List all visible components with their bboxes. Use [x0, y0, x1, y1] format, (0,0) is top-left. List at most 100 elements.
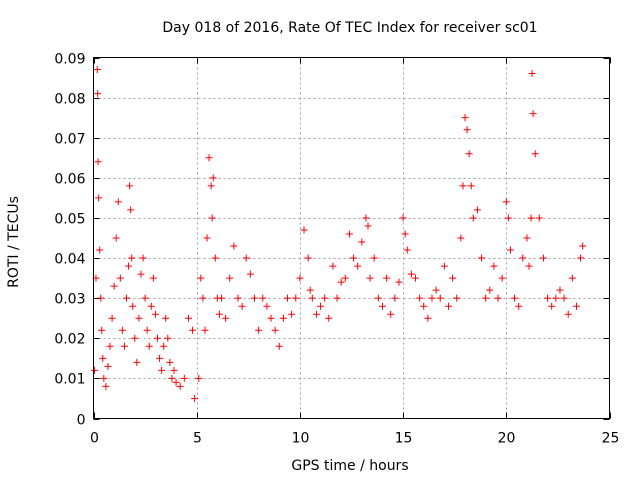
data-point: [317, 302, 325, 310]
x-tick-label: 15: [395, 431, 413, 447]
data-point: [560, 294, 568, 302]
data-point: [147, 302, 155, 310]
data-point: [395, 278, 403, 286]
data-point: [403, 246, 411, 254]
data-point: [180, 374, 188, 382]
y-tick-label: 0.05: [54, 212, 85, 228]
data-point: [548, 302, 556, 310]
data-point: [106, 342, 114, 350]
data-point: [250, 294, 258, 302]
data-point: [158, 366, 166, 374]
data-point: [184, 314, 192, 322]
data-point: [519, 254, 527, 262]
data-point: [461, 114, 469, 122]
data-point: [568, 274, 576, 282]
data-point: [189, 326, 197, 334]
data-point: [149, 274, 157, 282]
data-point: [304, 254, 312, 262]
data-point: [168, 374, 176, 382]
y-tick-label: 0: [77, 413, 86, 429]
data-point: [577, 254, 585, 262]
data-point: [135, 314, 143, 322]
data-point: [345, 230, 353, 238]
data-point: [139, 254, 147, 262]
data-point: [292, 294, 300, 302]
x-tick-label: 20: [498, 431, 516, 447]
data-point: [176, 382, 184, 390]
data-point: [226, 274, 234, 282]
data-point: [118, 326, 126, 334]
data-point: [141, 294, 149, 302]
data-point: [234, 294, 242, 302]
data-point: [129, 302, 137, 310]
data-point: [391, 294, 399, 302]
data-point: [203, 234, 211, 242]
data-point: [370, 254, 378, 262]
data-point: [535, 214, 543, 222]
data-point: [263, 302, 271, 310]
data-point: [529, 110, 537, 118]
data-point: [126, 182, 134, 190]
data-point: [354, 262, 362, 270]
data-point: [93, 66, 101, 74]
data-point: [197, 274, 205, 282]
data-point: [284, 294, 292, 302]
data-point: [207, 182, 215, 190]
data-point: [275, 342, 283, 350]
data-point: [288, 310, 296, 318]
data-point: [195, 374, 203, 382]
x-tick-label: 25: [602, 431, 620, 447]
data-point: [259, 294, 267, 302]
data-point: [457, 234, 465, 242]
data-point: [362, 214, 370, 222]
data-point: [358, 238, 366, 246]
data-point: [267, 314, 275, 322]
data-point: [552, 294, 560, 302]
data-point: [211, 254, 219, 262]
data-point: [401, 230, 409, 238]
data-point: [374, 294, 382, 302]
x-tick-label: 10: [292, 431, 310, 447]
data-point: [531, 150, 539, 158]
y-tick-label: 0.09: [54, 52, 85, 68]
data-point: [424, 314, 432, 322]
data-point: [407, 270, 415, 278]
data-point: [337, 278, 345, 286]
data-point: [217, 294, 225, 302]
data-point: [387, 310, 395, 318]
data-point: [123, 294, 131, 302]
data-point: [172, 378, 180, 386]
data-point: [116, 274, 124, 282]
chart-title: Day 018 of 2016, Rate Of TEC Index for r…: [162, 20, 537, 36]
data-point: [440, 262, 448, 270]
data-point: [94, 158, 102, 166]
data-point: [502, 198, 510, 206]
data-point: [133, 358, 141, 366]
data-point: [432, 286, 440, 294]
data-point: [378, 302, 386, 310]
data-points: [91, 66, 587, 402]
data-point: [366, 274, 374, 282]
data-point: [97, 294, 105, 302]
data-point: [490, 262, 498, 270]
data-point: [469, 214, 477, 222]
data-point: [436, 294, 444, 302]
data-point: [191, 394, 199, 402]
data-point: [539, 254, 547, 262]
x-tick-label: 0: [90, 431, 99, 447]
data-point: [300, 226, 308, 234]
plot-frame: [93, 57, 610, 419]
data-point: [246, 270, 254, 278]
data-point: [579, 242, 587, 250]
data-point: [230, 242, 238, 250]
data-point: [383, 274, 391, 282]
data-point: [350, 254, 358, 262]
data-point: [341, 274, 349, 282]
data-point: [209, 174, 217, 182]
data-point: [494, 294, 502, 302]
data-point: [162, 314, 170, 322]
data-point: [271, 326, 279, 334]
data-point: [312, 310, 320, 318]
data-point: [465, 150, 473, 158]
